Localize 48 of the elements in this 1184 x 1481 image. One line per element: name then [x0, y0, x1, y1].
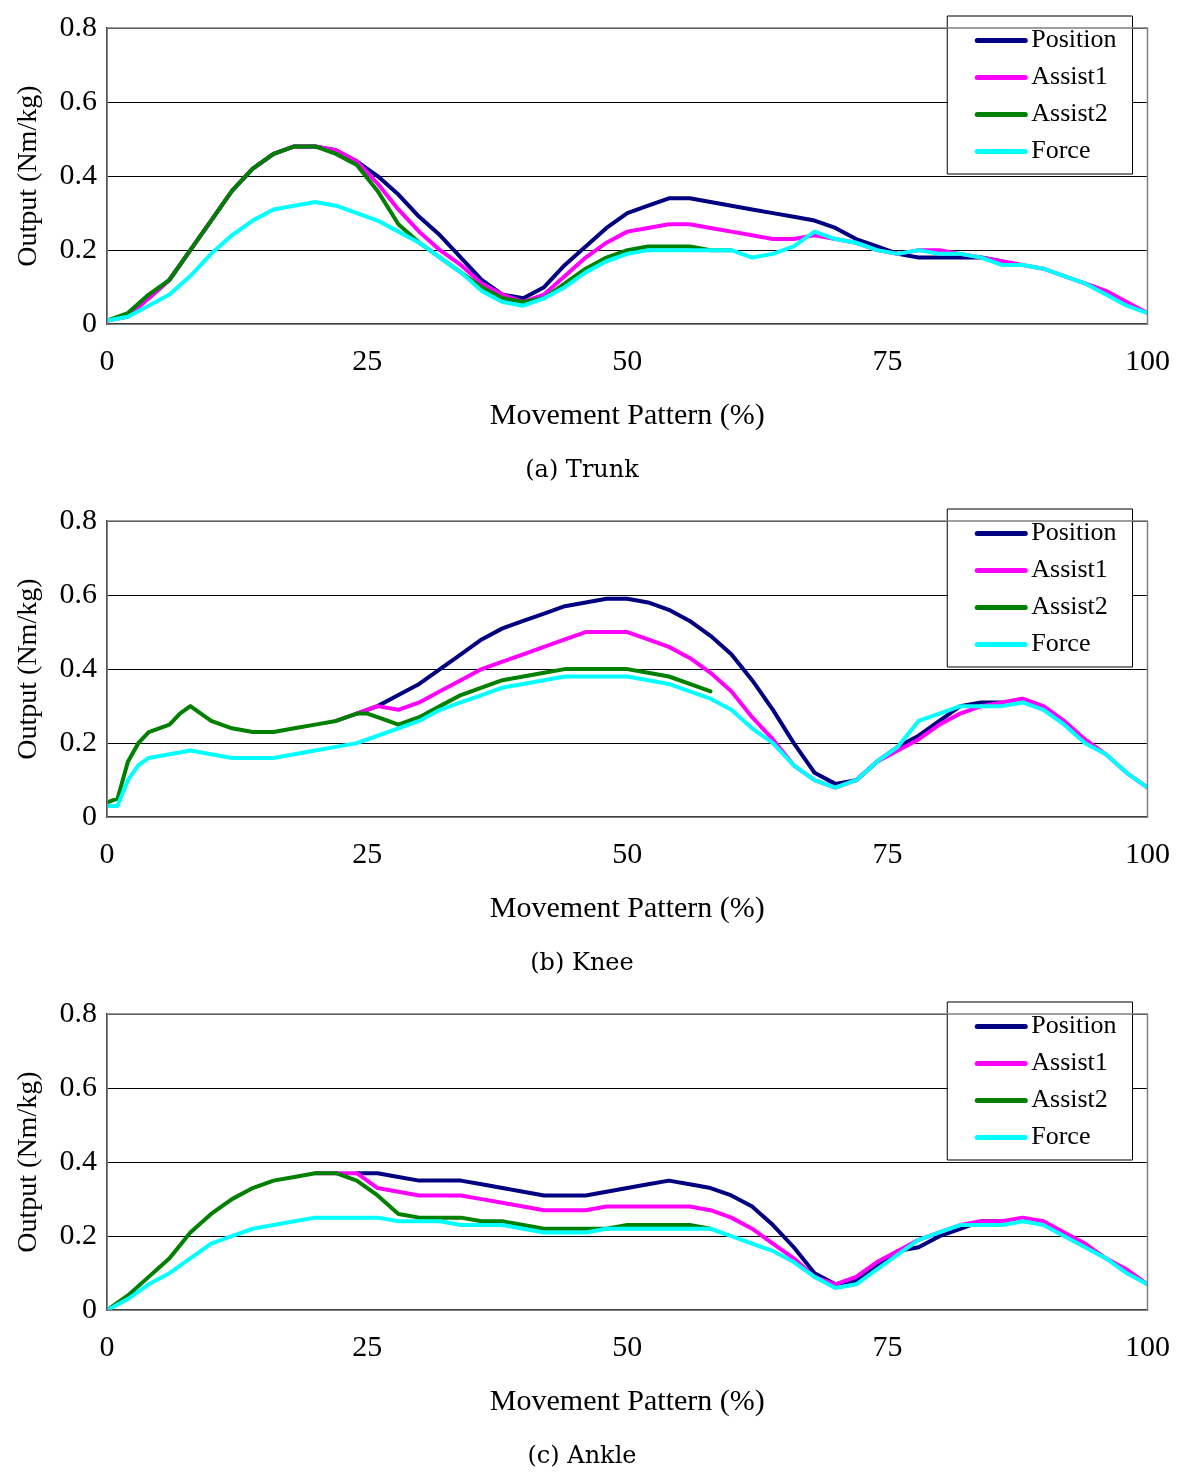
x-tick-label: 75: [872, 1329, 903, 1363]
y-tick-label: 0.4: [59, 649, 98, 683]
x-tick-label: 75: [872, 836, 903, 870]
text: (b) Knee: [530, 947, 634, 976]
x-tick-label: 50: [612, 836, 643, 870]
legend-label: Force: [1031, 135, 1091, 165]
legend-label: Assist1: [1031, 1047, 1108, 1077]
x-tick-label: 100: [1125, 1329, 1170, 1363]
x-tick-label: 50: [612, 343, 643, 377]
y-tick-label: 0.2: [59, 231, 98, 265]
x-tick-label: 25: [352, 343, 383, 377]
y-tick-label: 0: [82, 1291, 98, 1325]
y-axis-title: Output (Nm/kg): [11, 578, 43, 760]
x-axis-title: Movement Pattern (%): [489, 890, 765, 925]
y-tick-label: 0.6: [59, 575, 98, 609]
text: (c) Ankle: [527, 1440, 637, 1469]
y-tick-label: 0: [82, 305, 98, 339]
x-tick-label: 75: [872, 343, 903, 377]
x-tick-label: 100: [1125, 836, 1170, 870]
x-axis-title: Movement Pattern (%): [489, 397, 765, 432]
legend-label: Force: [1031, 1121, 1091, 1151]
y-tick-label: 0.8: [59, 501, 98, 535]
legend-label: Position: [1031, 1010, 1117, 1040]
text: (a) Trunk: [525, 454, 640, 483]
y-tick-label: 0.4: [59, 156, 98, 190]
y-tick-label: 0.8: [59, 8, 98, 42]
legend-label: Position: [1031, 517, 1117, 547]
y-tick-label: 0.2: [59, 1217, 98, 1251]
legend-label: Assist1: [1031, 554, 1108, 584]
legend-label: Assist2: [1031, 591, 1108, 621]
legend-label: Force: [1031, 628, 1091, 658]
legend-label: Position: [1031, 24, 1117, 54]
y-tick-label: 0.2: [59, 724, 98, 758]
x-tick-label: 100: [1125, 343, 1170, 377]
legend-label: Assist2: [1031, 98, 1108, 128]
x-tick-label: 25: [352, 1329, 383, 1363]
y-tick-label: 0.6: [59, 1068, 98, 1102]
y-tick-label: 0.8: [59, 994, 98, 1028]
y-tick-label: 0.6: [59, 82, 98, 116]
x-tick-label: 50: [612, 1329, 643, 1363]
y-axis-title: Output (Nm/kg): [11, 1071, 43, 1253]
x-axis-title: Movement Pattern (%): [489, 1383, 765, 1418]
y-tick-label: 0.4: [59, 1142, 98, 1176]
x-tick-label: 25: [352, 836, 383, 870]
y-tick-label: 0: [82, 798, 98, 832]
y-axis-title: Output (Nm/kg): [11, 85, 43, 267]
legend-label: Assist2: [1031, 1084, 1108, 1114]
legend-label: Assist1: [1031, 61, 1108, 91]
